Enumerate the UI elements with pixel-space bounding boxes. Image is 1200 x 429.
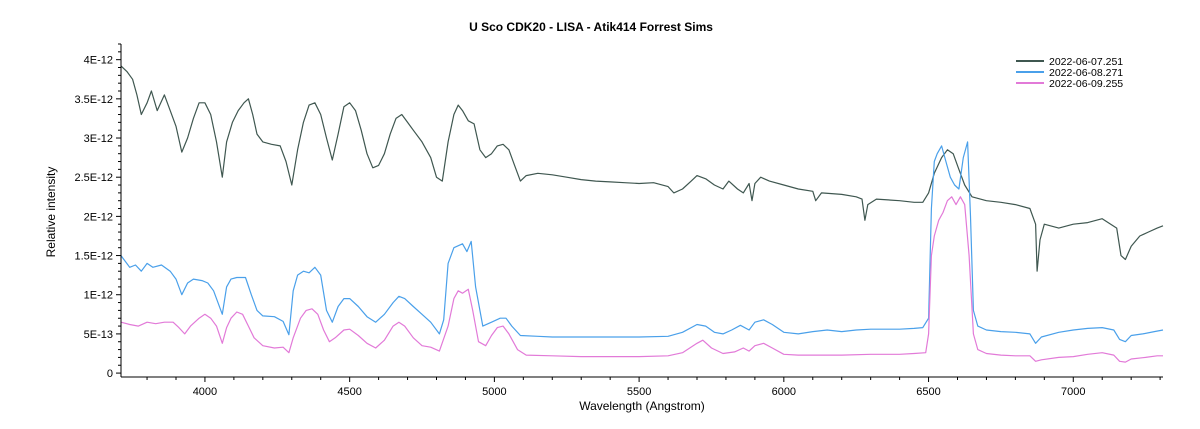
legend-label-1: 2022-06-07.251: [1049, 56, 1123, 68]
y-axis-label: Relative intensity: [44, 167, 58, 258]
x-axis-label: Wavelength (Angstrom): [579, 399, 705, 413]
y-tick-label: 0: [107, 368, 113, 380]
x-tick-label: 6000: [772, 386, 796, 398]
x-tick-label: 4000: [193, 386, 217, 398]
series-line-3: [120, 196, 1163, 363]
series-group: [120, 65, 1164, 363]
y-tick-label: 5E-13: [84, 329, 113, 341]
x-tick-label: 6500: [916, 386, 940, 398]
x-tick-label: 5000: [482, 386, 506, 398]
plot-background: [121, 44, 1163, 377]
chart-title: U Sco CDK20 - LISA - Atik414 Forrest Sim…: [469, 20, 713, 34]
plot-area: [120, 44, 1164, 378]
series-line-1: [120, 65, 1164, 272]
y-tick-label: 2.5E-12: [74, 172, 113, 184]
y-tick-label: 1.5E-12: [74, 251, 113, 263]
y-tick-label: 4E-12: [84, 55, 113, 67]
legend-label-2: 2022-06-08.271: [1049, 67, 1123, 79]
y-tick-label: 3E-12: [84, 133, 113, 145]
x-axis-ticks: 4000 4500 5000 5500 6000 6500 7000: [146, 377, 1161, 398]
y-tick-label: 3.5E-12: [74, 94, 113, 106]
x-tick-label: 7000: [1061, 386, 1085, 398]
y-axis-ticks: 0 5E-13 1E-12 1.5E-12 2E-12 2.5E-12 3E-12 3.5E-…: [74, 43, 121, 380]
y-tick-label: 2E-12: [84, 211, 113, 223]
y-tick-label: 1E-12: [84, 290, 113, 302]
series-line-2: [120, 141, 1164, 344]
x-tick-label: 4500: [337, 386, 361, 398]
legend: 2022-06-07.2512022-06-08.2712022-06-09.2…: [1016, 56, 1123, 90]
x-tick-label: 5500: [627, 386, 651, 398]
legend-label-3: 2022-06-09.255: [1049, 78, 1123, 90]
